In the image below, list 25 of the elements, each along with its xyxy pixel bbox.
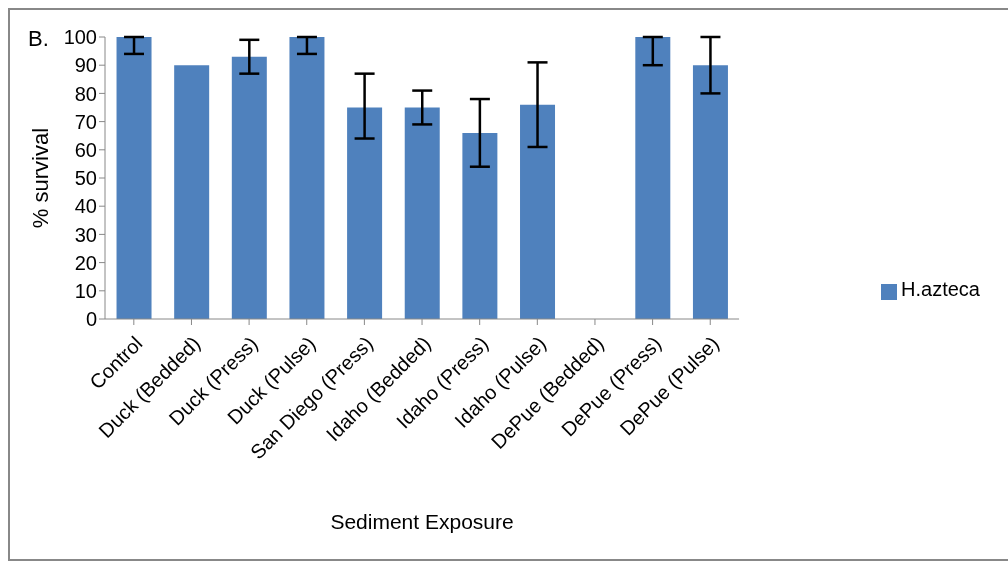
y-tick-label: 10 (74, 279, 97, 302)
y-axis-title: % survival (27, 127, 53, 229)
y-tick-label: 50 (74, 167, 97, 190)
y-tick-label: 60 (74, 138, 97, 161)
y-tick-label: 40 (74, 195, 97, 218)
bar (520, 104, 556, 319)
y-tick-label: 70 (74, 110, 97, 133)
text: B. (28, 26, 49, 52)
bar (174, 65, 210, 319)
bar (231, 56, 267, 319)
bar (289, 37, 325, 319)
bar (347, 107, 383, 319)
y-tick-label: 30 (74, 223, 97, 246)
legend-label: H.azteca (901, 278, 980, 300)
bar (404, 107, 440, 319)
bar (116, 37, 152, 319)
bar (692, 65, 728, 319)
y-tick-label: 80 (74, 82, 97, 105)
y-tick-label: 0 (85, 308, 97, 331)
x-axis-title: Sediment Exposure (330, 510, 514, 533)
bar (462, 132, 498, 319)
y-tick-label: 90 (74, 54, 97, 77)
bar (635, 37, 671, 319)
y-tick-label: 20 (74, 251, 97, 274)
y-tick-label: 100 (63, 26, 97, 49)
